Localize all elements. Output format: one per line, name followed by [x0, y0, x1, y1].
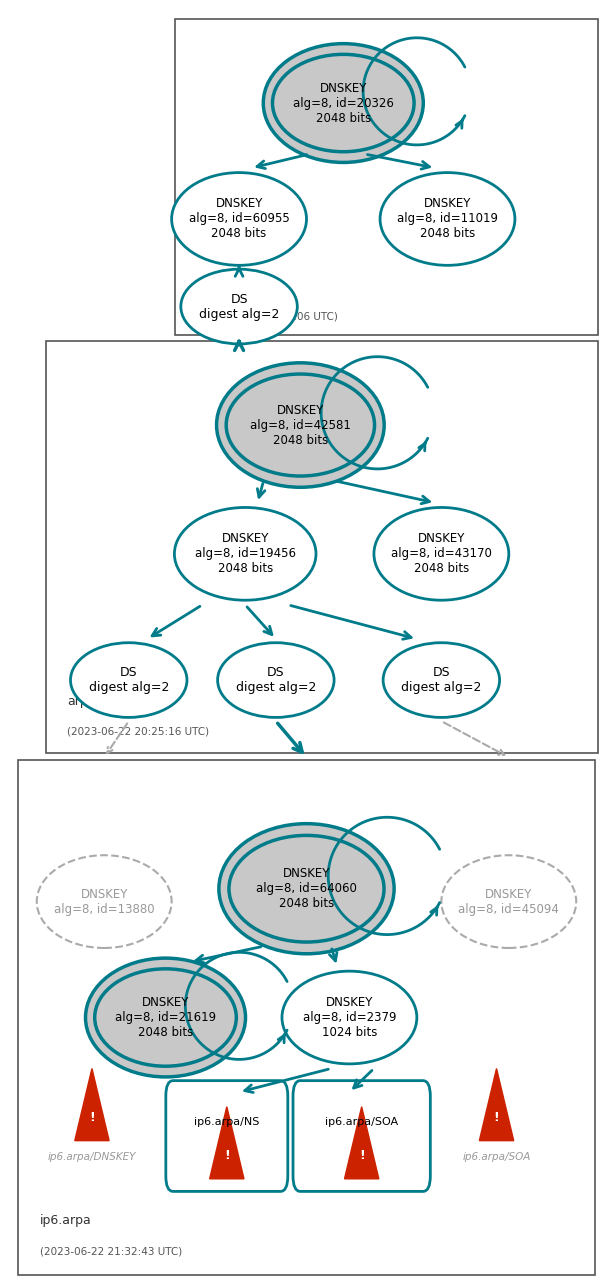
- Text: !: !: [493, 1110, 500, 1123]
- Text: !: !: [359, 1149, 365, 1162]
- Ellipse shape: [219, 823, 394, 954]
- Bar: [175, 19, 598, 335]
- Text: .: .: [196, 282, 200, 295]
- Text: DNSKEY
alg=8, id=13880: DNSKEY alg=8, id=13880: [54, 887, 154, 916]
- Polygon shape: [210, 1106, 244, 1179]
- Ellipse shape: [263, 44, 424, 162]
- Ellipse shape: [181, 269, 297, 344]
- Ellipse shape: [380, 173, 515, 265]
- Text: DS
digest alg=2: DS digest alg=2: [88, 666, 169, 694]
- Text: DNSKEY
alg=8, id=42581
2048 bits: DNSKEY alg=8, id=42581 2048 bits: [250, 403, 351, 447]
- Ellipse shape: [229, 836, 384, 942]
- Text: DS
digest alg=2: DS digest alg=2: [401, 666, 482, 694]
- Ellipse shape: [174, 507, 316, 600]
- Text: DNSKEY
alg=8, id=19456
2048 bits: DNSKEY alg=8, id=19456 2048 bits: [195, 532, 295, 576]
- Text: !: !: [89, 1110, 95, 1123]
- Text: DNSKEY
alg=8, id=43170
2048 bits: DNSKEY alg=8, id=43170 2048 bits: [391, 532, 492, 576]
- Text: !: !: [224, 1149, 230, 1162]
- Ellipse shape: [441, 855, 576, 948]
- FancyBboxPatch shape: [166, 1081, 287, 1191]
- Bar: [18, 760, 595, 1275]
- Ellipse shape: [282, 971, 417, 1064]
- Text: (2023-06-22 20:25:16 UTC): (2023-06-22 20:25:16 UTC): [67, 726, 210, 737]
- Text: (2023-06-22 19:00:06 UTC): (2023-06-22 19:00:06 UTC): [196, 312, 338, 322]
- Text: ip6.arpa: ip6.arpa: [40, 1213, 91, 1226]
- Text: DNSKEY
alg=8, id=20326
2048 bits: DNSKEY alg=8, id=20326 2048 bits: [293, 81, 394, 125]
- Text: DNSKEY
alg=8, id=11019
2048 bits: DNSKEY alg=8, id=11019 2048 bits: [397, 197, 498, 241]
- Ellipse shape: [85, 958, 246, 1077]
- Text: DNSKEY
alg=8, id=60955
2048 bits: DNSKEY alg=8, id=60955 2048 bits: [189, 197, 289, 241]
- Ellipse shape: [374, 507, 509, 600]
- Polygon shape: [479, 1069, 514, 1141]
- Text: DNSKEY
alg=8, id=21619
2048 bits: DNSKEY alg=8, id=21619 2048 bits: [115, 996, 216, 1039]
- Text: ip6.arpa/NS: ip6.arpa/NS: [194, 1117, 259, 1127]
- Ellipse shape: [94, 969, 237, 1066]
- Text: ip6.arpa/DNSKEY: ip6.arpa/DNSKEY: [48, 1151, 136, 1162]
- Ellipse shape: [37, 855, 172, 948]
- Ellipse shape: [226, 374, 375, 477]
- Text: arpa: arpa: [67, 694, 96, 707]
- Text: DNSKEY
alg=8, id=2379
1024 bits: DNSKEY alg=8, id=2379 1024 bits: [303, 996, 396, 1039]
- Ellipse shape: [216, 363, 384, 487]
- Text: ip6.arpa/SOA: ip6.arpa/SOA: [462, 1151, 531, 1162]
- Text: (2023-06-22 21:32:43 UTC): (2023-06-22 21:32:43 UTC): [40, 1247, 182, 1257]
- Ellipse shape: [272, 54, 414, 152]
- Ellipse shape: [70, 643, 187, 717]
- Text: ip6.arpa/SOA: ip6.arpa/SOA: [325, 1117, 398, 1127]
- Text: DNSKEY
alg=8, id=45094: DNSKEY alg=8, id=45094: [459, 887, 559, 916]
- Bar: [46, 341, 598, 753]
- Text: DS
digest alg=2: DS digest alg=2: [235, 666, 316, 694]
- Ellipse shape: [218, 643, 334, 717]
- Polygon shape: [345, 1106, 379, 1179]
- Ellipse shape: [383, 643, 500, 717]
- Ellipse shape: [172, 173, 306, 265]
- Text: DS
digest alg=2: DS digest alg=2: [199, 292, 280, 321]
- FancyBboxPatch shape: [293, 1081, 430, 1191]
- Text: DNSKEY
alg=8, id=64060
2048 bits: DNSKEY alg=8, id=64060 2048 bits: [256, 867, 357, 911]
- Polygon shape: [75, 1069, 109, 1141]
